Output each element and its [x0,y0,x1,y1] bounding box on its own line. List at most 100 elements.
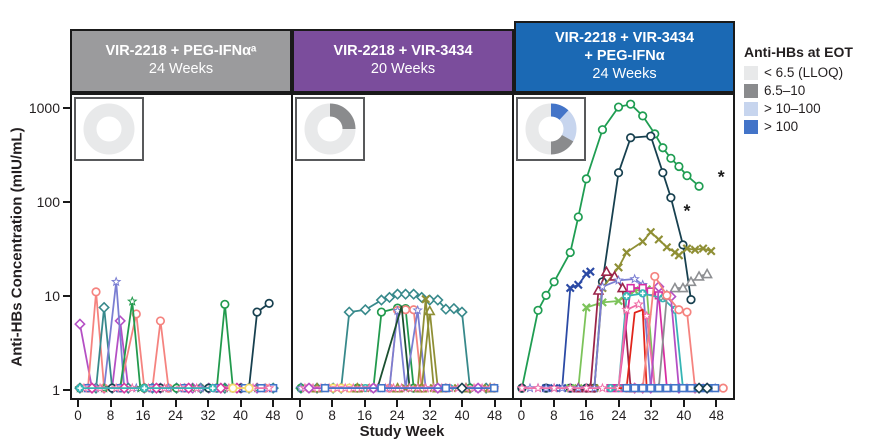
x-tick-mark [493,400,496,407]
y-tick-label: 100 [36,194,60,210]
marker-plus-glyph [141,385,147,391]
x-tick-label: 24 [389,408,405,423]
panel-plot-svg [74,276,279,394]
panel-duration: 20 Weeks [370,61,436,77]
donut-inset-arm1 [74,97,144,161]
marker-star-inner [414,307,421,313]
donut-chart-icon [304,103,356,155]
marker-circle [694,181,704,191]
marker-circle [674,161,684,172]
marker-x [598,297,607,307]
x-tick-mark [650,400,653,407]
x-tick-mark [396,400,399,407]
donut-inset-arm2 [295,97,365,161]
panel-duration: 24 Weeks [592,65,657,82]
marker-star-inner [615,277,622,283]
marker-diamond [98,301,110,314]
marker-circle [666,153,676,163]
marker-plus-glyph [210,385,216,391]
donut-segment [83,103,135,155]
marker-diamond [701,382,713,394]
marker-circle [155,316,166,326]
marker-star-inner [519,385,525,391]
series-circle [296,303,475,393]
marker-x [421,294,431,304]
x-tick-label: 24 [611,408,627,423]
x-tick-mark [715,400,718,407]
legend-item-label: 6.5–10 [764,83,806,98]
legend-item-gt-100: > 100 [744,119,853,134]
x-tick-label: 0 [295,408,304,423]
x-tick-label: 40 [232,408,249,423]
marker-x [654,235,664,244]
donut-inset-arm3 [516,97,586,161]
x-tick-label: 0 [517,408,526,423]
legend: Anti-HBs at EOT < 6.5 (LLOQ) 6.5–10 > 10… [744,44,853,137]
marker-square [638,383,647,393]
marker-star-inner [635,301,642,307]
marker-circle [613,102,624,112]
marker-circle [549,277,559,287]
marker-x [622,248,632,257]
marker-diamond [359,303,372,316]
swatch-lt-6-5-icon [744,65,758,80]
panel-title: VIR-2218 + VIR-3434 [333,43,473,60]
marker-x [682,244,692,253]
marker-circle [244,383,254,393]
marker-diamond [391,288,404,300]
x-tick-label: 32 [200,408,216,423]
marker-circle [613,168,624,178]
donut-chart-icon [525,103,577,155]
y-tick-label: 1 [52,382,60,398]
x-tick-mark [585,400,588,407]
series-diamond [693,382,713,394]
legend-title: Anti-HBs at EOT [744,44,853,60]
marker-circle [581,174,591,184]
marker-square [490,383,499,393]
x-tick-label: 40 [676,408,692,423]
x-tick-label: 16 [357,408,373,423]
x-tick-mark [174,400,177,407]
marker-square [662,383,672,393]
x-tick-mark [239,400,242,407]
panel-title: VIR-2218 + VIR-3434 [554,30,695,47]
marker-triangle [608,270,621,281]
y-tick-mark [63,107,70,109]
marker-diamond [456,306,468,318]
marker-square [320,383,330,393]
marker-star-inner [394,308,401,314]
marker-square [678,383,688,393]
marker-x [565,283,575,293]
series-circle [228,383,254,393]
x-tick-mark [461,400,464,407]
panel-plot-svg [295,288,500,394]
marker-circle [376,307,387,317]
marker-square [646,383,655,393]
marker-circle [682,171,692,181]
marker-triangle [669,281,681,293]
x-tick-label: 24 [167,408,184,423]
x-tick-label: 16 [578,408,594,423]
marker-star-inner [551,385,557,391]
swatch-10-100-icon [744,101,758,116]
marker-diamond [456,382,468,394]
panel-header-arm3: VIR-2218 + VIR-3434 + PEG-IFNα 24 Weeks [514,21,735,93]
marker-diamond [448,302,460,315]
swatch-gt-100-icon [744,119,758,134]
marker-circle [658,143,668,153]
marker-plus-glyph [77,385,83,391]
x-tick-mark [520,400,523,407]
x-tick-label: 8 [106,408,115,423]
x-tick-label: 48 [708,408,724,423]
marker-circle [597,125,608,135]
marker-star-inner [643,313,650,319]
marker-circle [638,111,648,121]
marker-square [441,383,451,393]
x-tick-mark [331,400,334,407]
series-square [320,383,499,393]
y-tick-mark [63,389,70,391]
marker-circle [533,305,543,315]
x-tick-mark [428,400,431,407]
x-tick-mark [142,400,144,407]
